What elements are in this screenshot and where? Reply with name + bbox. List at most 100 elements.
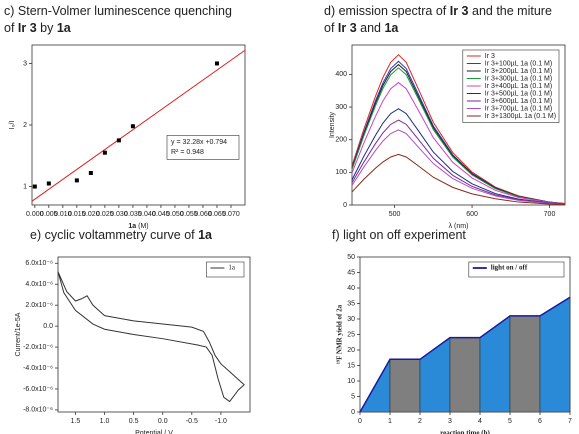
x-tick-label: 0.020 [82,211,100,218]
series-line [57,271,245,403]
chart-title: of Ir 3 by 1a [4,21,72,35]
legend-label: Ir 3+1300µL 1a (0.1 M) [485,113,556,120]
series-line [351,129,566,205]
series-line [359,296,571,413]
point [74,178,79,183]
y-tick-label: 100 [335,169,347,176]
series-line [351,108,566,205]
y-tick-label: 45 [347,269,355,276]
text-part: of [4,21,18,35]
y-tick-label: 400 [335,71,347,78]
x-tick-label: -0.5 [186,418,198,425]
x-axis-label: Potential / V [135,430,173,434]
x-tick-label: 7 [568,418,572,425]
y-tick-label: 6.0x10⁻⁶ [25,260,53,267]
x-axis-label: 1a (M) [128,223,148,230]
y-tick-label: -2.0x10⁻⁶ [23,344,53,351]
legend-label: Ir 3+400µL 1a (0.1 M) [485,83,552,90]
x-tick-label: 3 [448,418,452,425]
x-tick-label: 0.5 [129,418,139,425]
area-segment [479,315,511,413]
text-part: 1a [198,228,213,242]
series-line [351,67,566,205]
x-axis-label: λ (nm) [449,223,469,230]
x-tick-label: 6 [538,418,542,425]
chart-title: c) Stern-Volmer luminescence quenching [4,4,232,18]
x-tick-label: 0.050 [166,211,184,218]
y-axis-label: Intensity [329,111,336,138]
y-tick-label: -8.0x10⁻⁶ [23,407,53,414]
point [116,138,121,143]
text-part: Ir 3 [450,4,469,18]
x-axis-label: reaction time (h) [440,429,490,434]
point [214,61,219,66]
x-tick-label: -1.0 [215,418,227,425]
y-tick-label: -6.0x10⁻⁶ [23,386,53,393]
point [46,181,51,186]
chart-title: of Ir 3 and 1a [324,21,399,35]
legend-label: Ir 3+700µL 1a (0.1 M) [485,105,552,112]
y-tick-label: 2.0x10⁻⁶ [25,302,53,309]
plot-frame [57,256,251,413]
x-tick-label: 600 [466,211,478,218]
annotation-box [166,135,240,160]
x-tick-label: 0.0 [158,418,168,425]
x-tick-label: 0.025 [96,211,114,218]
x-tick-label: 0.015 [68,211,86,218]
text-part: 1a [384,21,399,35]
x-tick-label: 0.010 [54,211,72,218]
text-part: d) emission spectra of [324,4,450,18]
chart-title: e) cyclic voltammetry curve of 1a [30,228,213,242]
y-tick-label: -4.0x10⁻⁶ [23,365,53,372]
y-tick-label: 2 [23,122,27,129]
x-tick-label: 4 [478,418,482,425]
text-part: Ir 3 [18,21,37,35]
y-tick-label: 3 [23,60,27,67]
series-line [351,153,566,205]
y-tick-label: 35 [347,300,355,307]
x-tick-label: 2 [418,418,422,425]
series-line [351,119,566,205]
area-segment [389,358,421,413]
text-part: by [37,21,57,35]
legend-label: Ir 3+500µL 1a (0.1 M) [485,90,552,97]
x-tick-label: 0.070 [222,211,240,218]
x-tick-label: 0.000 [26,211,44,218]
area-segment [509,315,541,413]
legend-label: 1a [228,264,236,272]
x-tick-label: 0.045 [152,211,170,218]
series-line [351,81,566,205]
plot-frame [351,44,566,206]
series-line [351,54,566,204]
x-tick-label: 0.065 [208,211,226,218]
y-tick-label: 15 [347,362,355,369]
legend-label: Ir 3 [485,53,495,60]
text-part: and [357,21,385,35]
y-tick-label: 300 [335,104,347,111]
y-tick-label: 0 [343,202,347,209]
y-axis-label: ¹⁹F NMR yield of 2a [336,304,344,364]
x-tick-label: 500 [389,211,401,218]
x-tick-label: 1 [388,418,392,425]
text-part: and the miture [469,4,552,18]
text-part: e) cyclic voltammetry curve of [30,228,198,242]
y-tick-label: 10 [347,378,355,385]
y-tick-label: 200 [335,137,347,144]
x-tick-label: 5 [508,418,512,425]
chart-title: d) emission spectra of Ir 3 and the mitu… [324,4,552,18]
text-part: (M) [136,223,148,230]
x-tick-label: 0.005 [40,211,58,218]
chart-title: f) light on off experiment [332,228,466,242]
text-part: of [324,21,338,35]
x-tick-label: 0.060 [194,211,212,218]
y-tick-label: 40 [347,285,355,292]
legend-label: Ir 3+200µL 1a (0.1 M) [485,68,552,75]
y-tick-label: 20 [347,347,355,354]
y-tick-label: 1 [23,183,27,190]
text-part: λ (nm) [449,223,469,230]
point [102,150,107,155]
legend-label: light on / off [491,264,528,272]
legend-box [206,261,245,278]
legend-label: Ir 3+100µL 1a (0.1 M) [485,60,552,67]
x-tick-label: 1.0 [100,418,110,425]
